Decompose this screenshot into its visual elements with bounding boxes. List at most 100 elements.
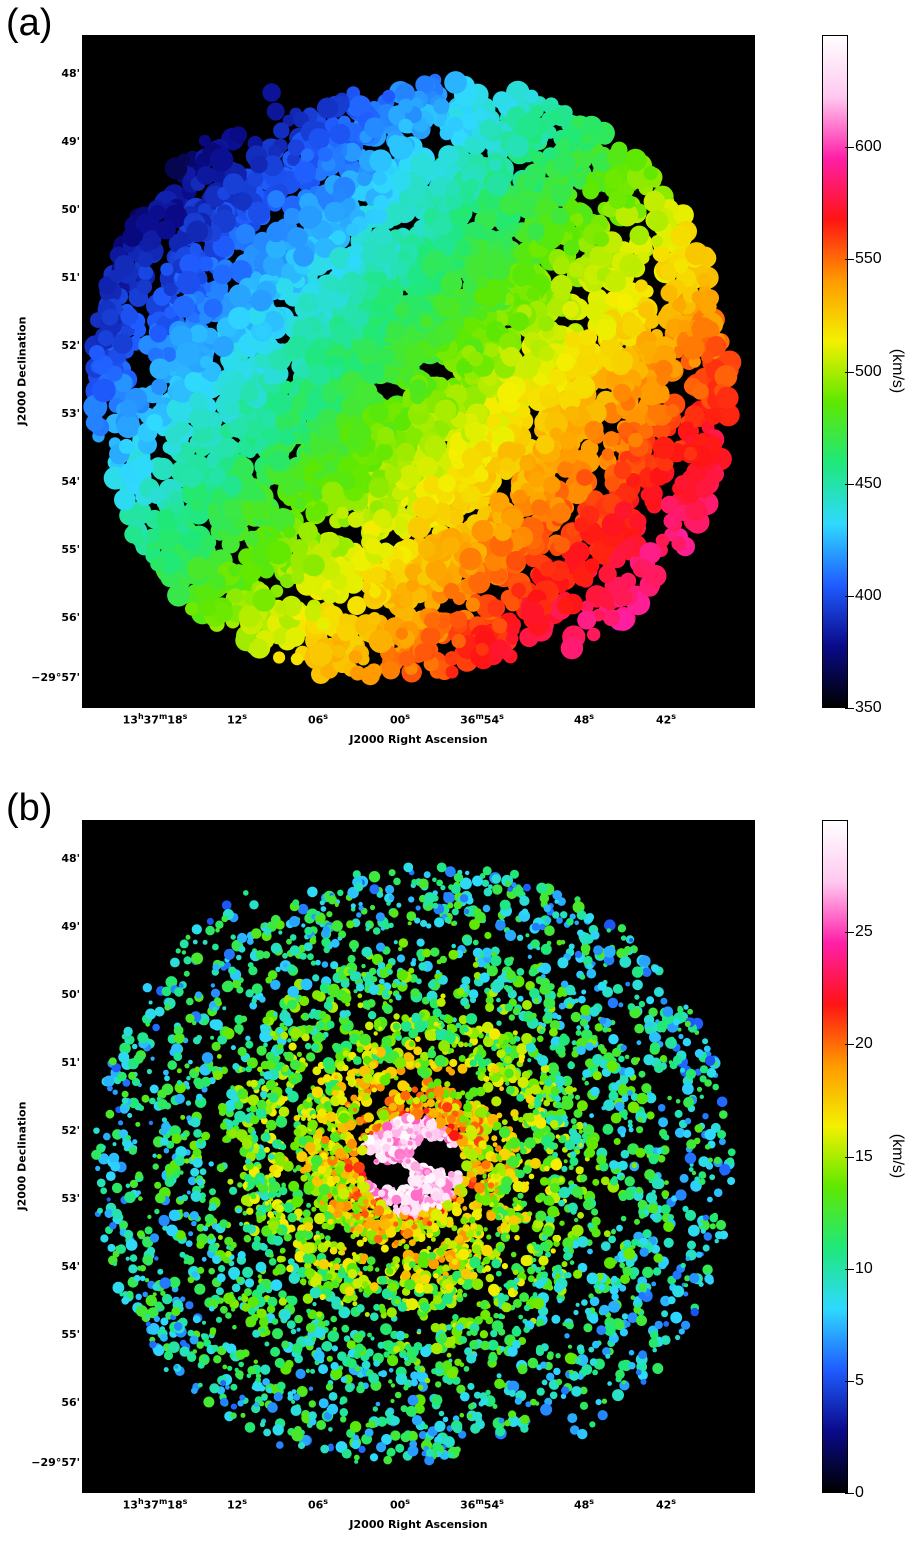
emission-patch <box>638 423 654 439</box>
emission-patch <box>267 190 286 208</box>
emission-patch <box>466 258 489 282</box>
emission-patch <box>424 435 447 458</box>
emission-patch <box>384 466 402 484</box>
emission-patch <box>618 422 634 437</box>
emission-patch <box>553 536 571 554</box>
emission-patch <box>138 265 154 281</box>
emission-patch <box>550 207 569 225</box>
emission-patch <box>316 97 339 119</box>
emission-patch <box>674 475 690 491</box>
emission-patch <box>149 204 166 221</box>
emission-patch <box>313 167 328 182</box>
emission-patch <box>199 355 213 369</box>
emission-patch <box>238 605 261 628</box>
emission-patch <box>582 182 600 200</box>
emission-patch <box>613 588 633 607</box>
emission-patch <box>716 403 740 427</box>
emission-patch <box>609 551 626 568</box>
emission-patch <box>212 602 233 623</box>
emission-patch <box>300 148 314 162</box>
emission-patch <box>373 508 392 527</box>
emission-patch <box>600 337 621 358</box>
emission-patch <box>296 363 311 379</box>
emission-patch <box>486 326 501 341</box>
emission-patch <box>512 489 528 504</box>
dec-tick: −29°57' <box>31 671 80 684</box>
emission-patch <box>329 123 351 145</box>
emission-patch <box>434 399 457 422</box>
emission-patch <box>349 95 371 117</box>
emission-patch <box>321 385 340 404</box>
emission-patch <box>603 431 620 447</box>
emission-patch <box>369 149 393 173</box>
emission-patch <box>287 227 308 248</box>
emission-patch <box>643 190 666 213</box>
emission-patch <box>691 290 705 304</box>
emission-patch <box>531 104 544 118</box>
emission-patch <box>274 601 288 615</box>
emission-patch <box>556 353 575 372</box>
emission-patch <box>649 467 669 486</box>
emission-patch <box>405 344 426 366</box>
emission-patch <box>397 248 412 263</box>
emission-patch <box>629 225 650 246</box>
emission-patch <box>444 71 467 94</box>
emission-patch <box>341 396 361 416</box>
emission-patch <box>643 483 663 504</box>
emission-patch <box>681 336 705 360</box>
emission-patch <box>316 290 336 311</box>
emission-patch <box>208 467 227 486</box>
emission-patch <box>304 346 328 370</box>
dec-tick: 55' <box>61 543 80 556</box>
emission-patch <box>286 335 310 359</box>
emission-patch <box>350 665 366 681</box>
emission-patch <box>393 260 410 277</box>
emission-patch <box>451 633 466 649</box>
emission-patch <box>209 573 226 590</box>
emission-patch <box>232 457 254 479</box>
emission-patch <box>260 411 278 429</box>
emission-patch <box>655 533 670 548</box>
emission-patch <box>221 384 241 404</box>
emission-patch <box>584 420 604 440</box>
emission-patch <box>629 513 647 531</box>
emission-patch <box>439 126 454 141</box>
emission-patch <box>622 316 644 338</box>
emission-patch <box>625 258 640 274</box>
emission-patch <box>616 293 634 311</box>
emission-patch <box>411 587 428 604</box>
dec-tick: 53' <box>61 407 80 420</box>
emission-patch <box>463 178 480 194</box>
emission-patch <box>537 315 555 332</box>
emission-patch <box>699 298 717 316</box>
y-axis-label: J2000 Declination <box>15 316 29 426</box>
emission-patch <box>376 443 393 461</box>
emission-patch <box>227 401 241 415</box>
emission-patch <box>120 307 139 326</box>
emission-patch <box>595 318 617 341</box>
emission-patch <box>391 345 410 364</box>
emission-patch <box>429 176 450 198</box>
emission-patch <box>485 553 503 572</box>
emission-patch <box>543 223 565 244</box>
dec-tick: 50' <box>61 203 80 216</box>
emission-patch <box>148 488 165 504</box>
emission-patch <box>550 502 572 524</box>
emission-patch <box>556 597 575 615</box>
emission-patch <box>244 530 260 547</box>
emission-patch <box>368 612 381 625</box>
emission-patch <box>445 181 461 197</box>
emission-patch <box>293 161 317 184</box>
emission-patch <box>189 243 202 256</box>
emission-patch <box>670 225 691 247</box>
emission-patch <box>336 442 351 457</box>
emission-patch <box>137 251 154 268</box>
emission-patch <box>350 293 363 306</box>
emission-patch <box>598 565 617 584</box>
emission-patch <box>564 405 580 422</box>
emission-patch <box>604 475 620 492</box>
emission-patch <box>495 218 509 232</box>
emission-patch <box>392 516 409 533</box>
emission-patch <box>505 596 521 612</box>
emission-patch <box>389 170 412 192</box>
